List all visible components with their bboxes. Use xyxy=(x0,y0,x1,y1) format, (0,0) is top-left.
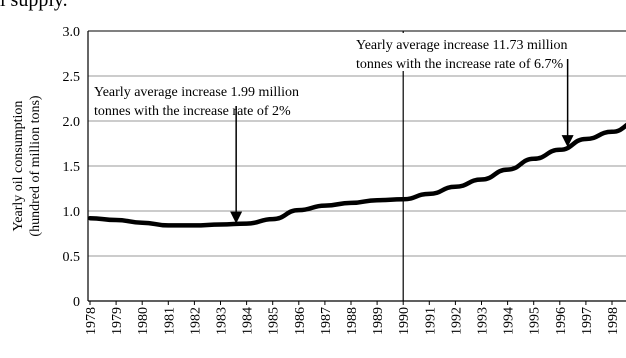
annotations: Yearly average increase 1.99 million tonn… xyxy=(92,33,626,224)
x-tick-label: 1990 xyxy=(397,307,412,335)
x-tick-label: 1983 xyxy=(215,307,230,335)
y-tick-label: 0.5 xyxy=(63,250,81,265)
y-tick-label: 1.5 xyxy=(63,160,81,175)
caption-fragment: l supply. xyxy=(0,0,68,11)
x-tick-label: 1995 xyxy=(528,307,543,335)
annotation-box xyxy=(354,33,626,71)
series xyxy=(87,122,626,228)
annotation-text-line: tonnes with the increase rate of 2% xyxy=(94,104,291,119)
x-tick-label: 1984 xyxy=(241,307,256,335)
annotation-text-line: Yearly average increase 11.73 million xyxy=(356,38,568,53)
x-tick-label: 1989 xyxy=(371,307,386,335)
plot-frame xyxy=(87,30,626,302)
x-tick-label: 1992 xyxy=(449,307,464,335)
y-tick-label: 3.0 xyxy=(63,25,81,40)
y-axis-label-line: Yearly oil consumption xyxy=(11,101,26,232)
x-tick-label: 1987 xyxy=(319,307,334,335)
x-tick-label: 1988 xyxy=(345,307,360,335)
x-tick-label: 1986 xyxy=(293,307,308,335)
y-tick-label: 0 xyxy=(73,295,80,310)
y-tick-label: 1.0 xyxy=(63,205,81,220)
annotation-2: Yearly average increase 11.73 million ton… xyxy=(354,33,626,148)
annotation-text-line: tonnes with the increase rate of 6.7% xyxy=(356,57,564,72)
x-tick-label: 1980 xyxy=(136,307,151,335)
x-tick-label: 1998 xyxy=(606,307,621,335)
x-tick-label: 1996 xyxy=(554,307,569,335)
annotation-text-line: Yearly average increase 1.99 million xyxy=(94,85,299,100)
consumption-line xyxy=(87,122,626,228)
x-tick-label: 1993 xyxy=(476,307,491,335)
x-tick-label: 1991 xyxy=(423,307,438,335)
y-tick-label: 2.0 xyxy=(63,115,81,130)
x-axis-ticks: 1978 1979 1980 1981 1982 1983 1984 1985 1986 1987… xyxy=(84,301,621,335)
x-tick-label: 1985 xyxy=(267,307,282,335)
y-tick-label: 2.5 xyxy=(63,70,81,85)
y-axis-label-line: (hundred of million tons) xyxy=(28,95,43,236)
annotation-box xyxy=(92,80,350,118)
annotation-1: Yearly average increase 1.99 million tonn… xyxy=(92,80,350,224)
x-tick-label: 1981 xyxy=(162,307,177,335)
x-tick-label: 1979 xyxy=(110,307,125,335)
x-tick-label: 1994 xyxy=(502,307,517,335)
x-tick-label: 1997 xyxy=(580,307,595,335)
x-tick-label: 1982 xyxy=(188,307,203,335)
y-axis-label: Yearly oil consumption (hundred of millio… xyxy=(11,95,43,236)
y-axis-ticks: 0 0.5 1.0 1.5 2.0 2.5 3.0 xyxy=(63,25,81,310)
gridlines xyxy=(88,75,626,257)
x-tick-label: 1978 xyxy=(84,307,99,335)
